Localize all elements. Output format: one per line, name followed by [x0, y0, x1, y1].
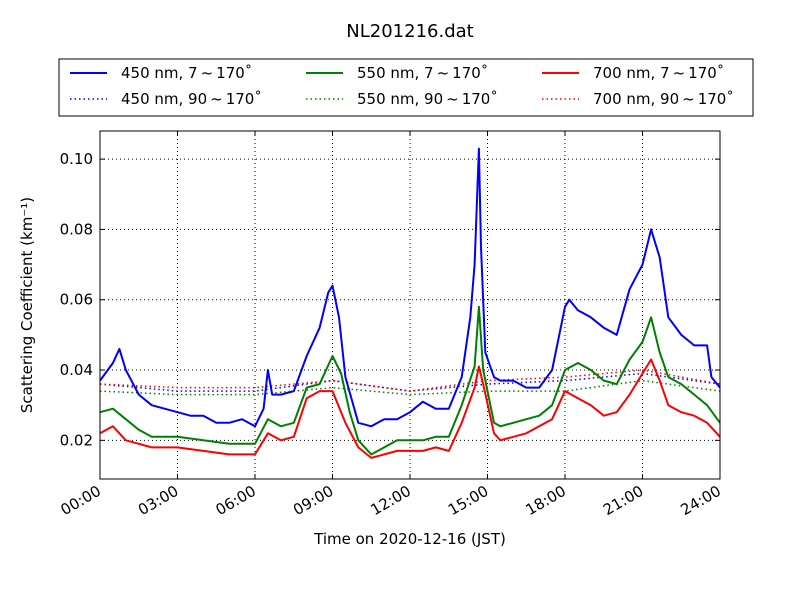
series-line	[99, 372, 721, 392]
x-tick-label: 12:00	[368, 482, 414, 519]
y-tick-label: 0.06	[60, 291, 93, 309]
x-axis: 00:00 03:00 06:00 09:00 12:00 15:00 18:00 21:00…	[58, 131, 724, 519]
x-tick-label: 18:00	[523, 482, 569, 519]
series-line	[99, 147, 721, 428]
x-tick-label: 09:00	[290, 482, 336, 519]
series-layer	[99, 147, 721, 459]
chart-title: NL201216.dat	[346, 21, 473, 42]
legend-label: 450 nm, 7 ~ 170˚	[121, 64, 252, 82]
legend-label: 550 nm, 7 ~ 170˚	[357, 64, 488, 82]
legend-label: 450 nm, 90 ~ 170˚	[121, 90, 262, 108]
x-tick-label: 06:00	[213, 482, 259, 519]
x-tick-label: 21:00	[600, 482, 646, 519]
legend-label: 700 nm, 90 ~ 170˚	[593, 90, 734, 108]
series-line	[99, 305, 721, 456]
x-axis-label: Time on 2020-12-16 (JST)	[313, 530, 506, 548]
legend-label: 550 nm, 90 ~ 170˚	[357, 90, 498, 108]
y-axis-label: Scattering Coefficient (km⁻¹)	[18, 197, 36, 413]
legend-frame	[58, 58, 754, 117]
x-tick-label: 03:00	[135, 482, 181, 519]
legend: 450 nm, 7 ~ 170˚ 450 nm, 90 ~ 170˚ 550 nm,…	[58, 58, 754, 117]
y-tick-label: 0.08	[60, 220, 93, 238]
series-line	[99, 358, 721, 459]
x-tick-label: 24:00	[678, 482, 724, 519]
y-axis: 0.02 0.04 0.06 0.08 0.10	[60, 150, 720, 449]
y-tick-label: 0.10	[60, 150, 93, 168]
y-tick-label: 0.04	[60, 361, 93, 379]
x-tick-label: 15:00	[445, 482, 491, 519]
legend-label: 700 nm, 7 ~ 170˚	[593, 64, 724, 82]
x-tick-label: 00:00	[58, 482, 104, 519]
series-line	[99, 369, 721, 392]
grid	[100, 131, 720, 479]
y-tick-label: 0.02	[60, 431, 93, 449]
